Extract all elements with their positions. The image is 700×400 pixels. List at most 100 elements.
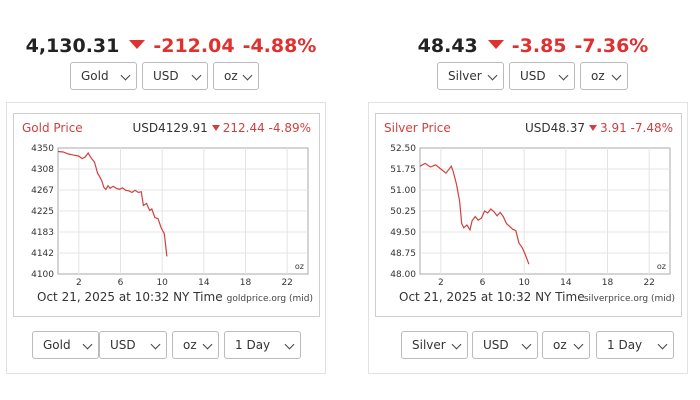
down-triangle-icon xyxy=(211,125,220,131)
chevron-down-icon xyxy=(611,70,622,81)
select-value: Gold xyxy=(43,338,71,352)
silver-price-change-percent: -7.36% xyxy=(574,35,649,57)
unit-label: oz xyxy=(657,262,666,271)
chart-quote-percent: -4.89% xyxy=(268,121,311,135)
chevron-down-icon xyxy=(657,339,668,350)
x-tick-label: 14 xyxy=(198,278,210,288)
x-tick-label: 18 xyxy=(240,278,252,288)
x-tick-label: 2 xyxy=(76,278,82,288)
gold-currency-select[interactable]: USD xyxy=(142,62,208,90)
chevron-down-icon xyxy=(284,339,295,350)
select-value: Silver xyxy=(412,338,446,352)
silver-metal-select[interactable]: Silver xyxy=(437,62,504,90)
down-triangle-icon xyxy=(129,40,146,49)
chart-title: Silver Price xyxy=(384,121,451,135)
x-tick-label: 14 xyxy=(560,278,572,288)
gold-price-change: -212.04 xyxy=(153,35,235,57)
silver-price-change: -3.85 xyxy=(511,35,567,57)
chevron-down-icon xyxy=(202,339,213,350)
price-series-line xyxy=(57,150,168,257)
chart-quote-percent: -7.48% xyxy=(630,121,673,135)
select-value: oz xyxy=(553,338,567,352)
y-tick-label: 4267 xyxy=(31,186,54,196)
select-value: USD xyxy=(110,338,136,352)
gold-chart-panel: Gold Price USD4129.91 212.44 -4.89% 4350 4… xyxy=(6,102,326,374)
select-value: oz xyxy=(224,69,238,83)
down-triangle-icon xyxy=(487,40,504,49)
chart-source[interactable]: silverprice.org (mid) xyxy=(583,294,675,304)
gold-metal-select[interactable]: Gold xyxy=(70,62,137,90)
y-tick-label: 4225 xyxy=(31,207,54,217)
chart-quote-change: 212.44 xyxy=(222,121,265,135)
x-tick-label: 18 xyxy=(602,278,614,288)
gold-unit-select[interactable]: oz xyxy=(213,62,259,90)
silver-metal-select-bottom[interactable]: Silver xyxy=(401,331,468,359)
select-value: Silver xyxy=(448,69,482,83)
chart-quote-price: USD4129.91 xyxy=(132,121,208,135)
silver-chart-panel: Silver Price USD48.37 3.91 -7.48% 52.50 51… xyxy=(368,102,688,374)
chevron-down-icon xyxy=(191,70,202,81)
y-tick-label: 48.75 xyxy=(390,249,416,259)
chart-quote: USD48.37 3.91 -7.48% xyxy=(525,121,673,135)
select-value: oz xyxy=(183,338,197,352)
chevron-down-icon xyxy=(451,339,462,350)
gold-currency-select-bottom[interactable]: USD xyxy=(99,331,167,359)
chevron-down-icon xyxy=(487,70,498,81)
gold-unit-select-bottom[interactable]: oz xyxy=(172,331,219,359)
gold-chart: Gold Price USD4129.91 212.44 -4.89% 4350 4… xyxy=(13,113,320,317)
gold-price-change-percent: -4.88% xyxy=(242,35,317,57)
silver-currency-select-bottom[interactable]: USD xyxy=(472,331,538,359)
chart-title: Gold Price xyxy=(22,121,83,135)
select-value: USD xyxy=(153,69,179,83)
y-tick-label: 4183 xyxy=(31,228,54,238)
gold-price-value: 4,130.31 xyxy=(25,35,120,57)
y-tick-label: 48.00 xyxy=(390,270,416,280)
y-tick-label: 4350 xyxy=(31,144,54,154)
select-value: 1 Day xyxy=(235,338,271,352)
unit-label: oz xyxy=(295,262,304,271)
y-tick-label: 50.25 xyxy=(390,207,416,217)
silver-currency-select[interactable]: USD xyxy=(509,62,575,90)
silver-price-header: 48.43 -3.85 -7.36% xyxy=(368,35,698,59)
gold-metal-select-bottom[interactable]: Gold xyxy=(32,331,99,359)
y-tick-label: 4142 xyxy=(31,249,54,259)
select-value: USD xyxy=(520,69,546,83)
x-tick-label: 6 xyxy=(480,278,486,288)
chevron-down-icon xyxy=(242,70,253,81)
chevron-down-icon xyxy=(558,70,569,81)
silver-chart: Silver Price USD48.37 3.91 -7.48% 52.50 51… xyxy=(375,113,682,317)
gold-price-header: 4,130.31 -212.04 -4.88% xyxy=(6,35,336,59)
chart-quote-change: 3.91 xyxy=(600,121,627,135)
down-triangle-icon xyxy=(589,125,597,131)
silver-unit-select[interactable]: oz xyxy=(580,62,628,90)
chevron-down-icon xyxy=(573,339,584,350)
y-tick-label: 51.75 xyxy=(390,165,416,175)
y-tick-label: 51.00 xyxy=(390,186,416,196)
y-tick-label: 52.50 xyxy=(390,144,416,154)
x-tick-label: 10 xyxy=(156,278,168,288)
y-tick-label: 4308 xyxy=(31,165,54,175)
chart-timestamp: Oct 21, 2025 at 10:32 NY Time xyxy=(399,290,585,304)
chart-source[interactable]: goldprice.org (mid) xyxy=(226,294,313,304)
select-value: oz xyxy=(591,69,605,83)
gold-range-select-bottom[interactable]: 1 Day xyxy=(224,331,301,359)
silver-unit-select-bottom[interactable]: oz xyxy=(542,331,590,359)
chart-timestamp: Oct 21, 2025 at 10:32 NY Time xyxy=(37,290,223,304)
chevron-down-icon xyxy=(150,339,161,350)
x-tick-label: 10 xyxy=(518,278,530,288)
chevron-down-icon xyxy=(521,339,532,350)
silver-range-select-bottom[interactable]: 1 Day xyxy=(596,331,674,359)
chevron-down-icon xyxy=(82,339,93,350)
select-value: Gold xyxy=(81,69,109,83)
select-value: 1 Day xyxy=(607,338,643,352)
silver-price-value: 48.43 xyxy=(417,35,478,57)
y-tick-label: 49.50 xyxy=(390,228,416,238)
chart-quote-price: USD48.37 xyxy=(525,121,585,135)
x-tick-label: 2 xyxy=(438,278,444,288)
x-tick-label: 22 xyxy=(643,278,654,288)
chart-quote: USD4129.91 212.44 -4.89% xyxy=(132,121,311,135)
silver-line-plot: 52.50 51.75 51.00 50.25 49.50 48.75 48.00 2 6 10 1… xyxy=(390,144,671,288)
y-tick-label: 4100 xyxy=(31,270,54,280)
x-tick-label: 6 xyxy=(118,278,124,288)
